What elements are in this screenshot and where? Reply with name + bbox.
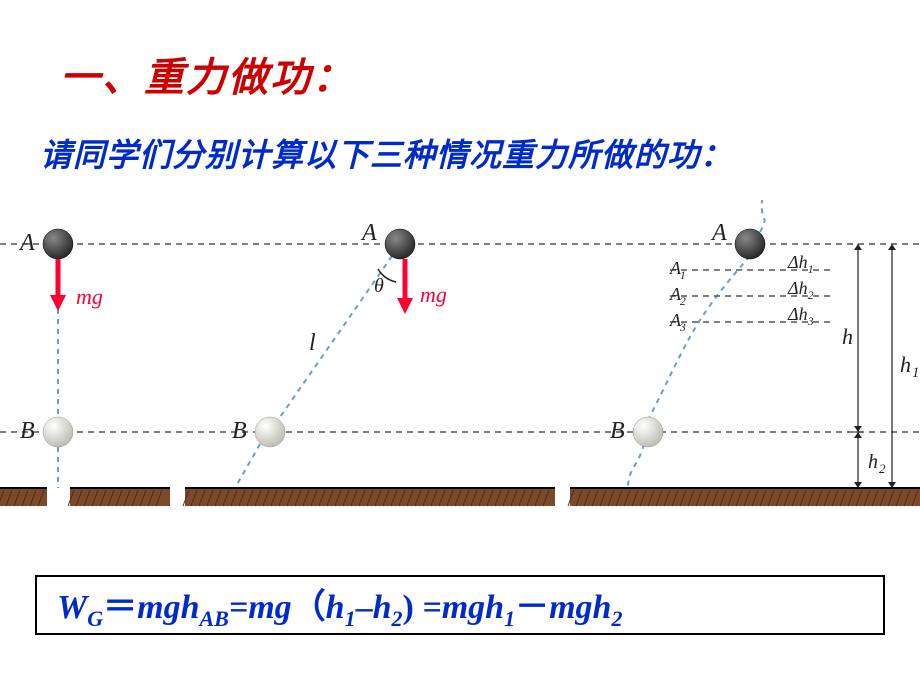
- svg-text:h: h: [868, 451, 878, 473]
- svg-text:B: B: [232, 418, 247, 444]
- svg-text:θ: θ: [374, 275, 384, 297]
- svg-text:A: A: [18, 230, 35, 256]
- svg-text:B: B: [20, 418, 35, 444]
- svg-text:Δh: Δh: [787, 304, 808, 324]
- svg-text:2: 2: [879, 461, 886, 476]
- svg-text:Δh: Δh: [787, 252, 808, 272]
- svg-text:Δh: Δh: [787, 278, 808, 298]
- svg-text:1: 1: [912, 365, 919, 381]
- section-title: 一、重力做功：: [60, 45, 354, 103]
- svg-text:1: 1: [680, 269, 686, 282]
- svg-text:1: 1: [808, 263, 814, 276]
- svg-text:A: A: [360, 220, 377, 246]
- instruction-text: 请同学们分别计算以下三种情况重力所做的功：: [40, 130, 733, 176]
- svg-text:h: h: [900, 352, 911, 377]
- formula-box: WG＝mghAB=mg（h1–h2) =mgh1－mgh2: [35, 575, 885, 635]
- svg-text:B: B: [610, 418, 625, 444]
- svg-text:mg: mg: [76, 284, 103, 309]
- svg-text:mg: mg: [420, 282, 447, 307]
- physics-diagram: mgABmgθlABABA1Δh1A2Δh2A3Δh3hh1h2: [0, 200, 920, 510]
- svg-text:3: 3: [679, 321, 686, 334]
- formula-text: WG＝mghAB=mg（h1–h2) =mgh1－mgh2: [57, 579, 622, 632]
- svg-text:h: h: [842, 324, 853, 349]
- svg-text:2: 2: [680, 295, 686, 308]
- svg-text:A: A: [710, 220, 727, 246]
- svg-text:3: 3: [807, 315, 814, 328]
- svg-text:2: 2: [808, 289, 814, 302]
- svg-text:l: l: [309, 330, 316, 356]
